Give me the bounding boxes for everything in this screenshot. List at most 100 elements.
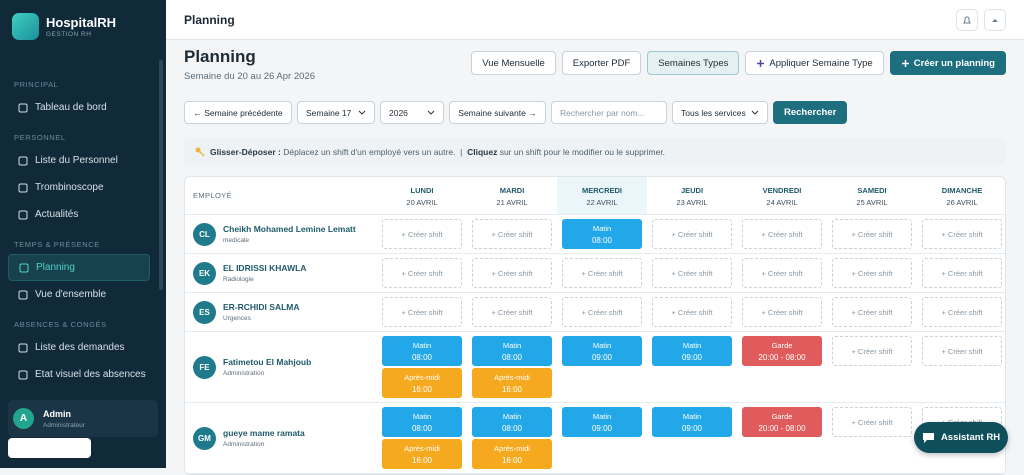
service-select[interactable]: Tous les services [672, 101, 768, 124]
day-date: 26 AVRIL [946, 198, 978, 207]
nav-item[interactable]: Liste du Personnel [8, 147, 150, 174]
day-cell: + Créer shift [467, 215, 557, 253]
employee-info: Fatimetou El Mahjoub Administration [223, 357, 311, 377]
day-cell: + Créer shift [377, 293, 467, 331]
nav-item[interactable]: Tableau de bord [8, 94, 150, 121]
search-button[interactable]: Rechercher [773, 101, 848, 124]
shift[interactable]: Matin 08:00 [382, 407, 462, 437]
employee-cell: FE Fatimetou El Mahjoub Administration [185, 332, 377, 402]
create-shift[interactable]: + Créer shift [472, 258, 552, 288]
shift[interactable]: Matin 09:00 [562, 407, 642, 437]
nav-section: ABSENCES & CONGÉS [14, 320, 107, 329]
shift[interactable]: Après-midi 16:00 [472, 368, 552, 398]
day-header: JEUDI 23 AVRIL [647, 177, 737, 214]
week-select[interactable]: Semaine 17 [297, 101, 375, 124]
employee-name: Fatimetou El Mahjoub [223, 357, 312, 367]
nav-item[interactable]: Actualités [8, 201, 150, 228]
create-shift[interactable]: + Créer shift [472, 219, 552, 249]
employee-name: gueye mame ramata [223, 428, 305, 438]
create-shift[interactable]: + Créer shift [922, 297, 1002, 327]
search-input[interactable]: Rechercher par nom... [551, 101, 667, 124]
nav-label: Trombinoscope [35, 182, 104, 193]
assistant-button[interactable]: Assistant RH [914, 422, 1008, 453]
employee-cell: CL Cheikh Mohamed Lemine Lematt medicale [185, 215, 377, 253]
create-shift[interactable]: + Créer shift [832, 258, 912, 288]
create-shift[interactable]: + Créer shift [922, 336, 1002, 366]
create-shift[interactable]: + Créer shift [472, 297, 552, 327]
user-avatar: A [13, 408, 34, 429]
shift[interactable]: Après-midi 16:00 [382, 368, 462, 398]
day-header: DIMANCHE 26 AVRIL [917, 177, 1005, 214]
create-shift[interactable]: + Créer shift [742, 297, 822, 327]
create-shift[interactable]: + Créer shift [652, 219, 732, 249]
shift-label: Matin [412, 412, 432, 421]
day-cell: Garde 20:00 - 08:00 [737, 403, 827, 473]
create-shift[interactable]: + Créer shift [742, 219, 822, 249]
week-value: Semaine 17 [306, 107, 352, 118]
employee-department: Urgences [223, 315, 251, 322]
create-shift[interactable]: + Créer shift [562, 297, 642, 327]
menu-toggle[interactable] [984, 9, 1006, 31]
day-name: JEUDI [680, 186, 704, 195]
user-card[interactable]: A Admin Administrateur [8, 400, 158, 437]
action-button[interactable]: Exporter PDF [561, 51, 642, 75]
action-button[interactable]: Créer un planning [889, 51, 1006, 75]
shift[interactable]: Matin 09:00 [562, 336, 642, 366]
create-shift[interactable]: + Créer shift [382, 297, 462, 327]
shift[interactable]: Matin 08:00 [382, 336, 462, 366]
create-shift[interactable]: + Créer shift [742, 258, 822, 288]
nav-item[interactable]: Trombinoscope [8, 174, 150, 201]
create-shift[interactable]: + Créer shift [832, 297, 912, 327]
nav-section: PRINCIPAL [14, 80, 59, 89]
employee-row: ES ER-RCHIDI SALMA Urgences + Créer shift + … [185, 293, 1005, 332]
nav-item[interactable]: Vue d'ensemble [8, 281, 150, 308]
create-shift[interactable]: + Créer shift [382, 219, 462, 249]
next-week[interactable]: Semaine suivante → [449, 101, 546, 124]
create-shift[interactable]: + Créer shift [922, 258, 1002, 288]
notifications[interactable] [956, 9, 978, 31]
year-select[interactable]: 2026 [380, 101, 444, 124]
create-shift[interactable]: + Créer shift [832, 219, 912, 249]
day-cell: Matin 08:00 Après-midi 16:00 [377, 332, 467, 402]
shift[interactable]: Matin 09:00 [652, 336, 732, 366]
employee-department: medicale [223, 237, 250, 244]
create-shift[interactable]: + Créer shift [652, 297, 732, 327]
shift[interactable]: Matin 08:00 [472, 407, 552, 437]
nav-label: Liste du Personnel [35, 155, 118, 166]
create-shift[interactable]: + Créer shift [832, 336, 912, 366]
shift[interactable]: Garde 20:00 - 08:00 [742, 336, 822, 366]
nav-item[interactable]: Planning [8, 254, 150, 281]
user-name: Admin [43, 409, 71, 419]
prev-week[interactable]: ← Semaine précédente [184, 101, 292, 124]
action-button[interactable]: Appliquer Semaine Type [745, 51, 884, 75]
action-button[interactable]: Vue Mensuelle [471, 51, 556, 75]
action-button[interactable]: Semaines Types [647, 51, 740, 75]
actions: Vue Mensuelle Exporter PDF Semaines Types A… [471, 51, 1006, 75]
day-cell: + Créer shift [917, 332, 1005, 402]
nav-item[interactable]: Liste des demandes [8, 334, 150, 361]
create-shift[interactable]: + Créer shift [562, 258, 642, 288]
nav-item[interactable]: Etat visuel des absences [8, 361, 150, 388]
shift[interactable]: Après-midi 16:00 [382, 439, 462, 469]
shift[interactable]: Matin 08:00 [472, 336, 552, 366]
day-cell: + Créer shift [827, 403, 917, 473]
action-label: Vue Mensuelle [482, 57, 545, 69]
shift-time: 16:00 [411, 456, 433, 465]
shift[interactable]: Après-midi 16:00 [472, 439, 552, 469]
create-shift[interactable]: + Créer shift [922, 219, 1002, 249]
create-shift[interactable]: + Créer shift [382, 258, 462, 288]
day-cell: + Créer shift [827, 215, 917, 253]
employee-department: Administration [223, 441, 265, 448]
day-cell: Matin 09:00 [557, 332, 647, 402]
shift[interactable]: Matin 08:00 [562, 219, 642, 249]
year-value: 2026 [389, 107, 408, 118]
hint-click-label: Cliquez [467, 146, 498, 157]
shift[interactable]: Matin 09:00 [652, 407, 732, 437]
shift[interactable]: Garde 20:00 - 08:00 [742, 407, 822, 437]
day-header: SAMEDI 25 AVRIL [827, 177, 917, 214]
hint: Glisser-Déposer : Déplacez un shift d'un… [184, 138, 1006, 165]
shift-time: 08:00 [501, 424, 523, 433]
create-shift[interactable]: + Créer shift [652, 258, 732, 288]
day-date: 23 AVRIL [676, 198, 708, 207]
create-shift[interactable]: + Créer shift [832, 407, 912, 437]
